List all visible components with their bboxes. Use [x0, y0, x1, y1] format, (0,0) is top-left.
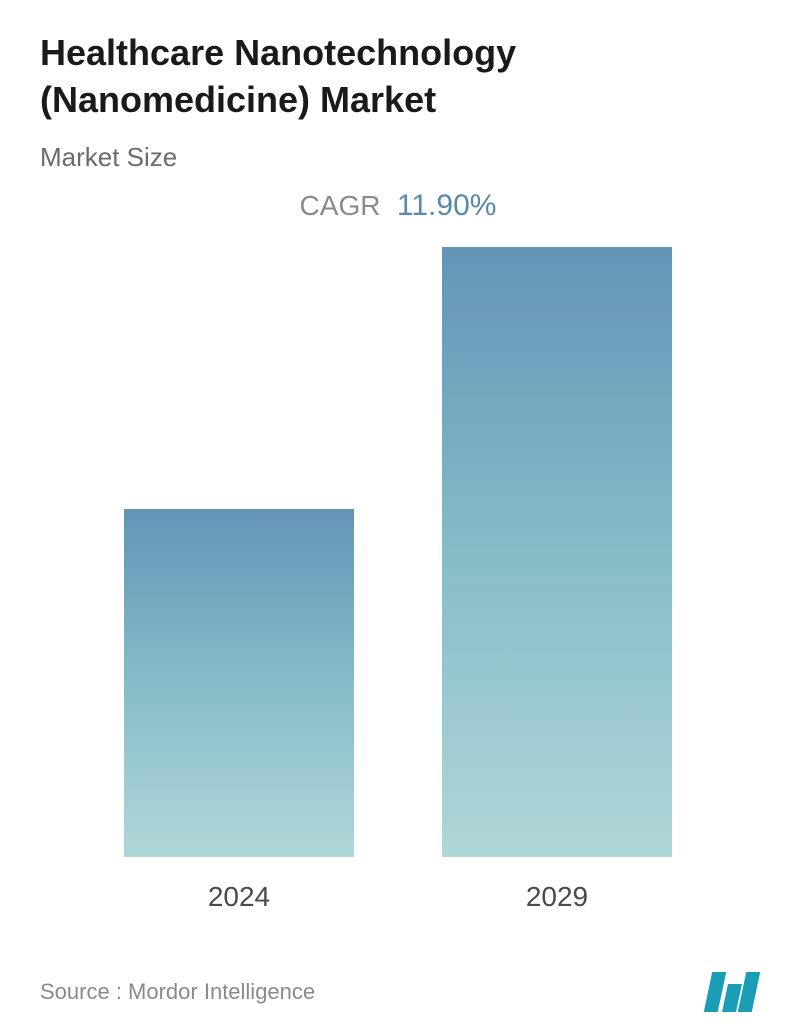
- logo-bar-icon: [738, 972, 761, 1012]
- bar-2024: [124, 509, 354, 857]
- chart-footer: Source : Mordor Intelligence: [40, 972, 756, 1012]
- bar-label: 2029: [526, 881, 588, 913]
- bar-chart: 2024 2029: [40, 268, 756, 913]
- source-text: Source : Mordor Intelligence: [40, 979, 315, 1005]
- bar-container: 2024: [124, 509, 354, 913]
- chart-title: Healthcare Nanotechnology (Nanomedicine)…: [40, 30, 756, 124]
- cagr-label: CAGR: [300, 190, 381, 221]
- cagr-row: CAGR 11.90%: [40, 189, 756, 223]
- bar-container: 2029: [442, 247, 672, 913]
- bar-label: 2024: [208, 881, 270, 913]
- bar-2029: [442, 247, 672, 857]
- chart-subtitle: Market Size: [40, 142, 756, 173]
- brand-logo-icon: [708, 972, 756, 1012]
- cagr-value: 11.90%: [397, 189, 497, 222]
